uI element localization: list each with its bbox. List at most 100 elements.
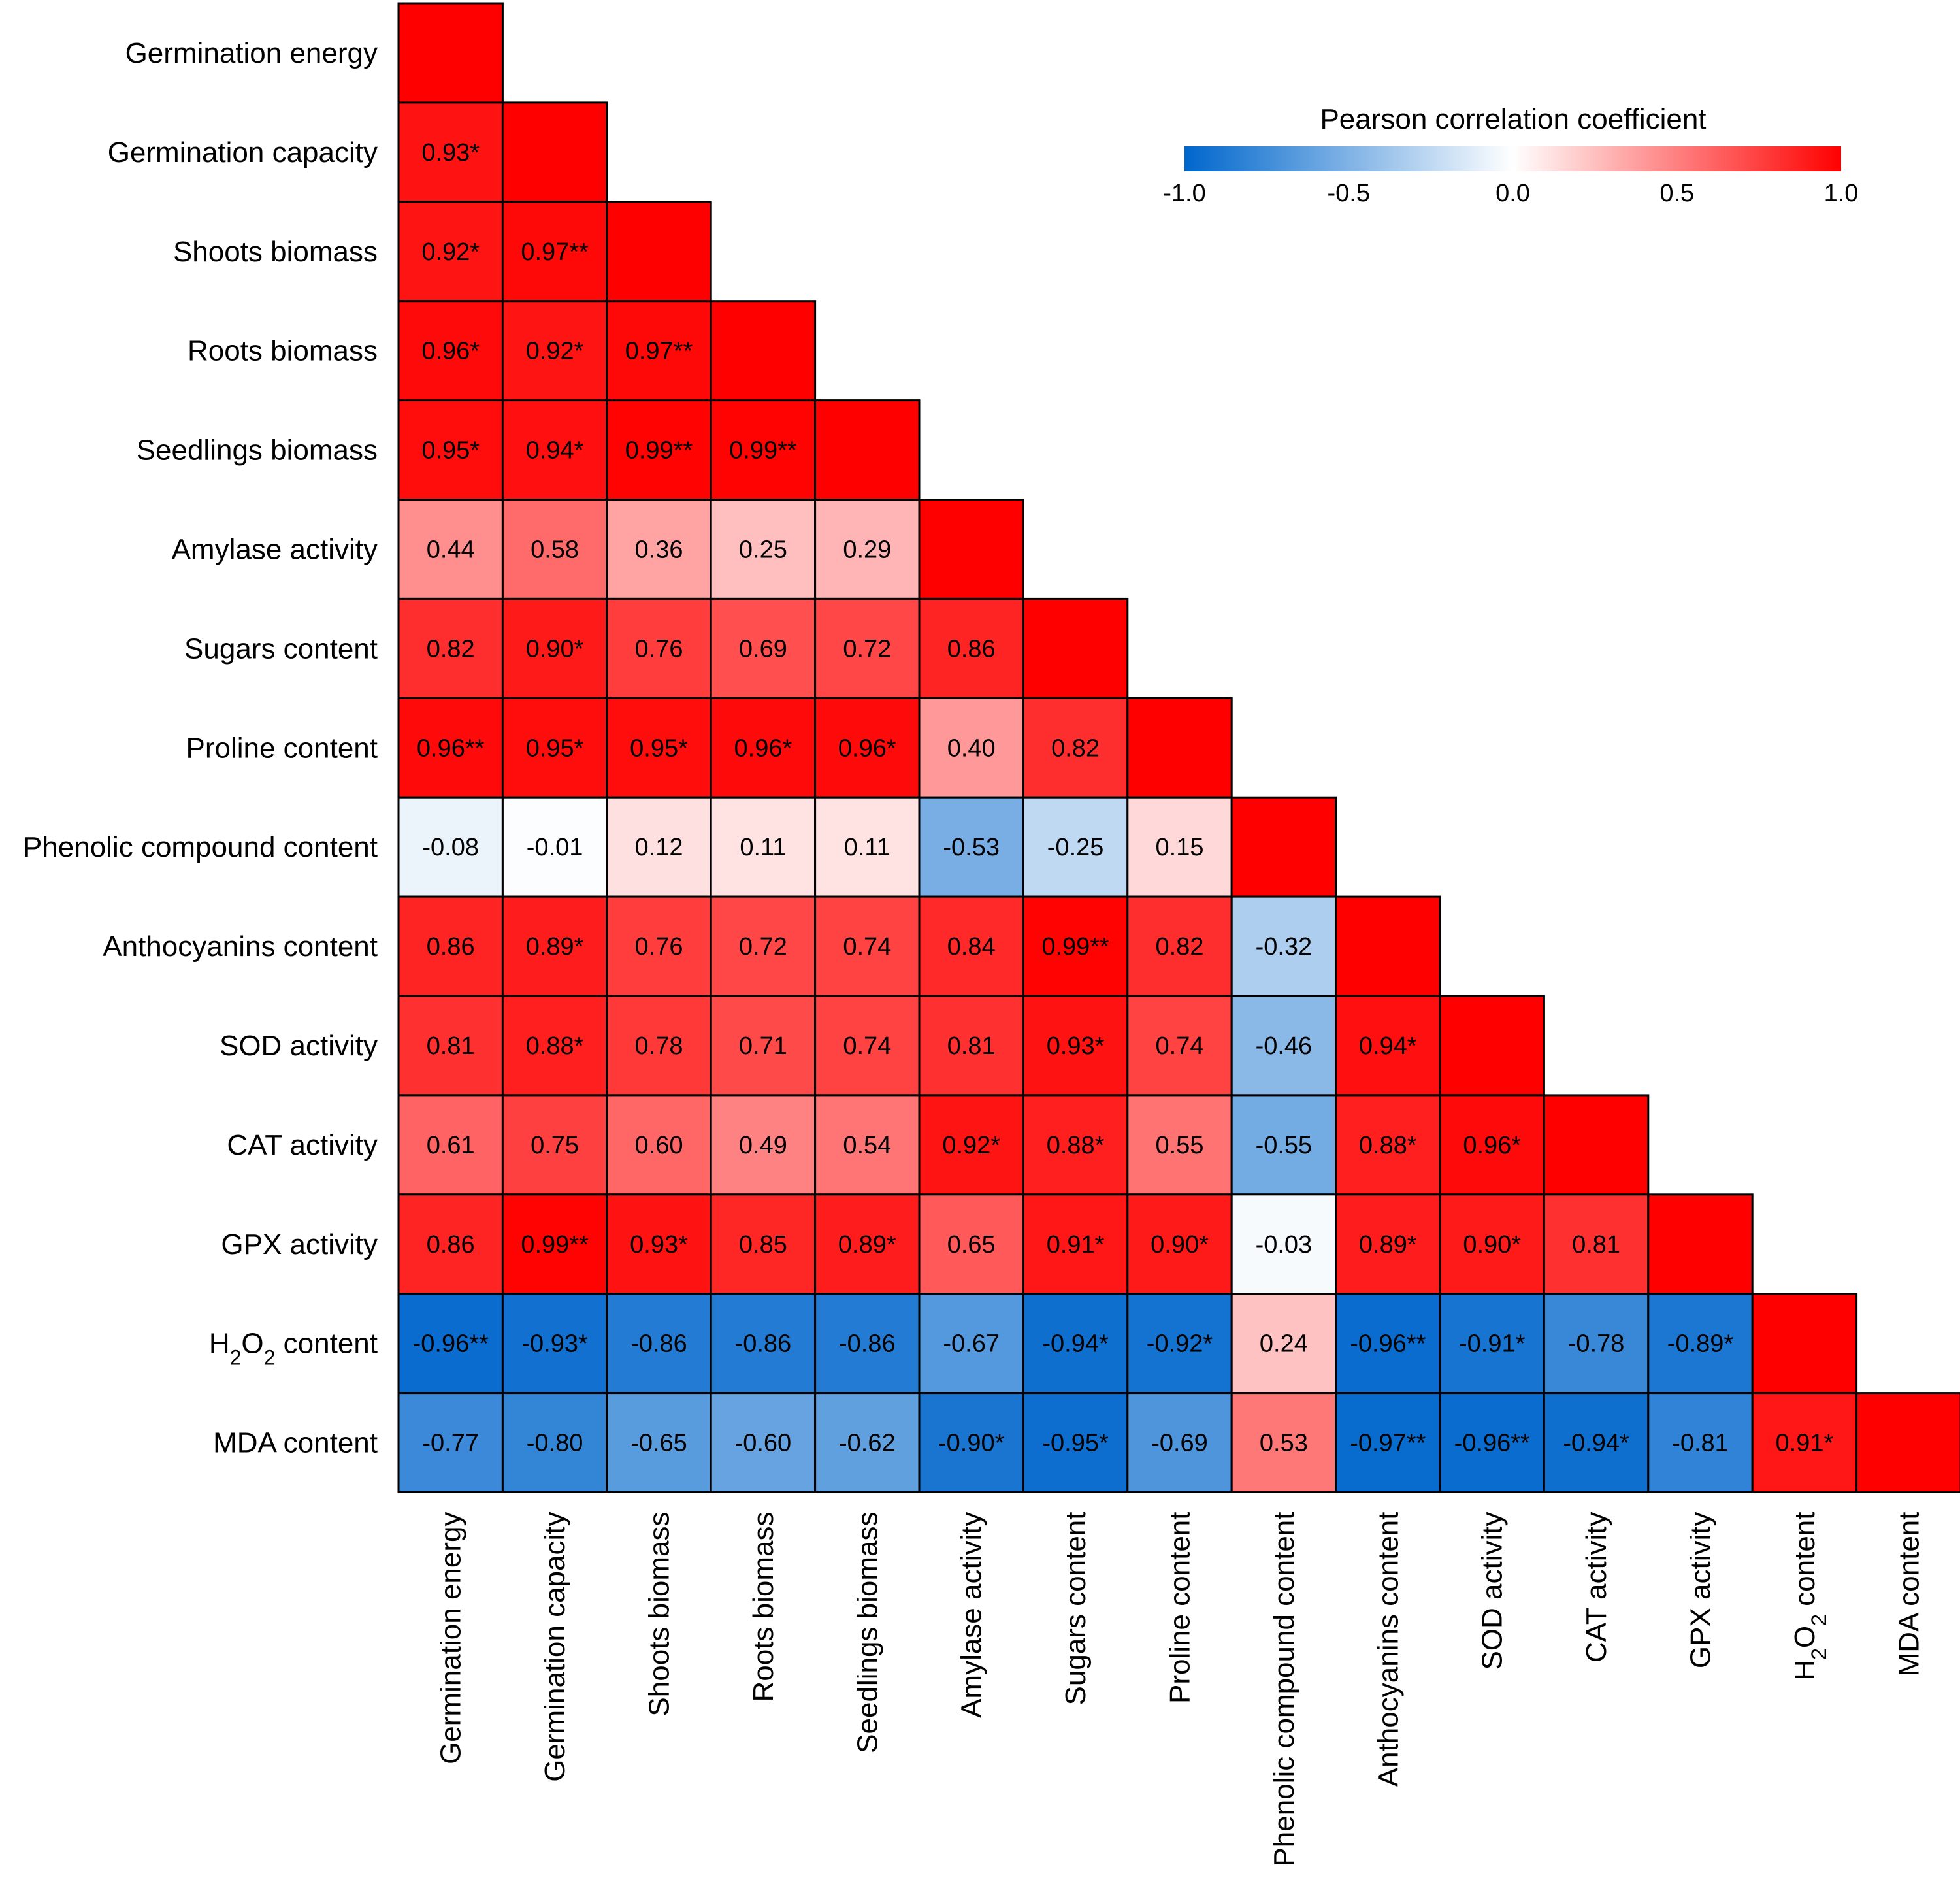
heatmap-cell [397, 1392, 504, 1494]
cell-value-label: -0.25 [1047, 834, 1104, 861]
heatmap-cell [814, 597, 921, 699]
heatmap-cell [918, 995, 1024, 1097]
column-label-pc: Proline content [1164, 1512, 1196, 1704]
colorbar-tick-label: -0.5 [1328, 180, 1370, 207]
heatmap-cell [606, 300, 712, 402]
cell-value-label: 0.60 [635, 1132, 683, 1159]
heatmap-cell [918, 597, 1024, 699]
cell-value-label: 0.25 [739, 536, 787, 563]
cell-value-label: -0.89* [1667, 1330, 1734, 1358]
heatmap-cell [397, 201, 504, 303]
cell-value-label: 0.11 [740, 834, 786, 861]
cell-value-label: 0.85 [739, 1231, 787, 1259]
heatmap-cell [1335, 1293, 1441, 1395]
cell-value-label: 0.86 [427, 1231, 475, 1259]
cell-value-label: -0.94* [1042, 1330, 1109, 1358]
heatmap-cell [397, 697, 504, 799]
heatmap-cell [814, 995, 921, 1097]
cell-value-label: 0.89* [526, 933, 584, 961]
heatmap-cell [1126, 995, 1233, 1097]
cell-value-label: -0.60 [735, 1430, 792, 1457]
row-label-sb: Shoots biomass [173, 236, 378, 268]
cell-value-label: 0.74 [843, 933, 891, 961]
heatmap-cell [501, 201, 608, 303]
heatmap-cell [501, 101, 608, 203]
cell-value-label: 0.12 [635, 834, 683, 861]
cell-value-label: 0.95* [421, 437, 480, 465]
heatmap-cell [1647, 1193, 1754, 1295]
cell-value-label: 0.89* [838, 1231, 896, 1259]
heatmap-cell [1126, 697, 1233, 799]
heatmap-cell [397, 1193, 504, 1295]
heatmap-cell [501, 1193, 608, 1295]
cell-value-label: 0.96* [421, 338, 480, 365]
cell-value-label: 0.94* [526, 437, 584, 465]
heatmap-cell [1230, 995, 1337, 1097]
heatmap-cell [710, 499, 817, 600]
cell-value-label: 0.74 [843, 1033, 891, 1060]
heatmap-cell [397, 995, 504, 1097]
colorbar-gradient [1184, 146, 1841, 171]
heatmap-cell [1751, 1392, 1858, 1494]
column-label-ac: Anthocyanins content [1372, 1512, 1404, 1787]
cell-value-label: -0.86 [630, 1330, 687, 1358]
heatmap-cell [710, 597, 817, 699]
heatmap-cell [918, 895, 1024, 997]
cell-value-label: 0.97** [625, 338, 693, 365]
column-label-cat: CAT activity [1580, 1512, 1612, 1663]
column-label-gpx: GPX activity [1685, 1512, 1717, 1669]
heatmap-cell [918, 1293, 1024, 1395]
heatmap-cell [397, 895, 504, 997]
heatmap-cell [501, 597, 608, 699]
cell-value-label: 0.36 [635, 536, 683, 563]
cell-value-label: -0.53 [943, 834, 1000, 861]
cell-value-label: -0.67 [943, 1330, 1000, 1358]
cell-value-label: 0.29 [843, 536, 891, 563]
cell-value-label: 0.88* [1047, 1132, 1105, 1159]
cell-value-label: 0.78 [635, 1033, 683, 1060]
cell-value-label: 0.88* [526, 1033, 584, 1060]
column-label-sc: Sugars content [1060, 1512, 1092, 1706]
column-label-sod: SOD activity [1477, 1512, 1509, 1670]
cell-value-label: 0.96* [838, 735, 896, 762]
heatmap-cell [606, 1193, 712, 1295]
cell-value-label: 0.53 [1260, 1430, 1308, 1457]
heatmap-cell [606, 796, 712, 898]
cell-value-label: 0.96** [417, 735, 485, 762]
cell-value-label: 0.65 [947, 1231, 996, 1259]
heatmap-cell [1647, 1392, 1754, 1494]
row-label-sod: SOD activity [220, 1030, 378, 1062]
heatmap-cell [814, 399, 921, 501]
heatmap-cell [1647, 1293, 1754, 1395]
column-label-rb: Roots biomass [747, 1512, 779, 1702]
cell-value-label: -0.69 [1151, 1430, 1208, 1457]
heatmap-cell [918, 1094, 1024, 1196]
heatmap-cell [1543, 1193, 1650, 1295]
cell-value-label: 0.71 [739, 1033, 787, 1060]
cell-value-label: 0.82 [427, 635, 475, 663]
heatmap-cell [1855, 1392, 1960, 1494]
heatmap-cell [710, 1293, 817, 1395]
cell-value-label: -0.86 [735, 1330, 792, 1358]
heatmap-cell [501, 697, 608, 799]
heatmap-cell [1126, 796, 1233, 898]
cell-value-label: 0.95* [526, 735, 584, 762]
heatmap-cell [1230, 1193, 1337, 1295]
colorbar-tick-label: 1.0 [1824, 180, 1859, 207]
heatmap-cell [1335, 895, 1441, 997]
cell-value-label: -0.81 [1672, 1430, 1729, 1457]
heatmap-cell [1022, 895, 1129, 997]
cell-value-label: 0.90* [526, 635, 584, 663]
cell-value-label: -0.96** [1350, 1330, 1426, 1358]
cell-value-label: 0.74 [1156, 1033, 1204, 1060]
cell-value-label: 0.76 [635, 635, 683, 663]
row-label-aa: Amylase activity [172, 533, 378, 565]
column-label-phc: Phenolic compound content [1268, 1512, 1300, 1867]
cell-value-label: -0.01 [527, 834, 583, 861]
heatmap-cell [814, 1293, 921, 1395]
row-label-phc: Phenolic compound content [23, 831, 378, 863]
cell-value-label: 0.96* [1463, 1132, 1521, 1159]
cell-value-label: -0.77 [422, 1430, 479, 1457]
cell-value-label: -0.08 [422, 834, 479, 861]
